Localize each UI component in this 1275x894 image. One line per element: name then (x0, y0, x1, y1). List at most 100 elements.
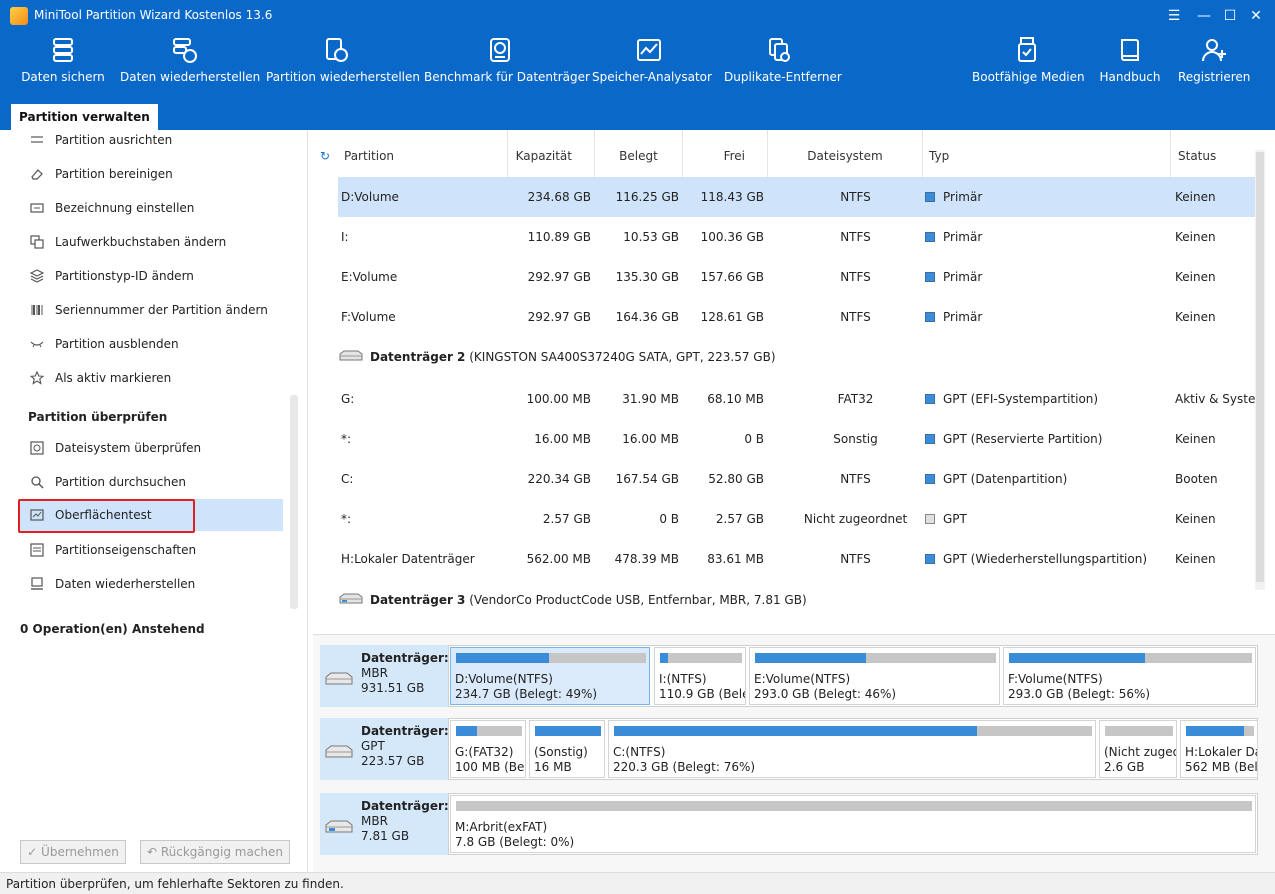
sidebar-item-partition-ausblenden[interactable]: Partition ausblenden (18, 328, 283, 360)
sidebar-item-oberflaechentest[interactable]: Oberflächentest (18, 499, 283, 533)
toolbar-benchmark-button[interactable]: Benchmark für Datenträger (424, 36, 590, 96)
partition-block[interactable]: D:Volume(NTFS) 234.7 GB (Belegt: 49%) (450, 647, 650, 705)
status-bar: Partition überprüfen, um fehlerhafte Sek… (0, 872, 1275, 894)
column-header-kapazitaet[interactable]: Kapazität (508, 130, 595, 180)
table-row[interactable]: F:Volume 292.97 GB 164.36 GB 128.61 GB NTFS P… (338, 297, 1255, 337)
sidebar-scrollbar[interactable] (290, 395, 298, 609)
type-label: GPT (Wiederherstellungspartition) (943, 552, 1148, 566)
apply-button[interactable]: ✓ Übernehmen (20, 840, 126, 864)
sidebar-item-partition-bereinigen[interactable]: Partition bereinigen (18, 158, 283, 190)
partition-size-label: 110.9 GB (Belegt (659, 687, 745, 701)
sidebar-item-partition-durchsuchen[interactable]: Partition durchsuchen (18, 466, 283, 498)
hard-disk-icon (339, 350, 363, 361)
type-label: GPT (Datenpartition) (943, 472, 1068, 486)
refresh-icon[interactable]: ↻ (320, 149, 331, 163)
table-row[interactable]: C: 220.34 GB 167.54 GB 52.80 GB NTFS GPT (Dat… (338, 459, 1255, 499)
toolbar-registrieren-button[interactable]: Registrieren (1178, 36, 1250, 96)
partition-block[interactable]: C:(NTFS) 220.3 GB (Belegt: 76%) (608, 720, 1096, 778)
disk-info-2[interactable]: Datenträger:2 GPT 223.57 GB (320, 718, 457, 780)
sidebar-item-partitionstyp-id-aendern[interactable]: Partitionstyp-ID ändern (18, 260, 283, 292)
undo-button[interactable]: ↶ Rückgängig machen (140, 840, 290, 864)
cell-fs: NTFS (840, 270, 871, 284)
partition-label: C:(NTFS) (613, 745, 666, 759)
cell-used: 478.39 MB (614, 552, 679, 566)
cell-fs: Nicht zugeordnet (803, 512, 908, 526)
sidebar-item-laufwerkbuchstaben-aendern[interactable]: Laufwerkbuchstaben ändern (18, 226, 283, 258)
disk-header-row[interactable]: Datenträger 3 (VendorCo ProductCode USB,… (338, 580, 1255, 620)
toolbar-label: Daten wiederherstellen (120, 70, 261, 84)
partition-block[interactable]: (Nicht zugeo 2.6 GB (1099, 720, 1177, 778)
sidebar-item-label: Bezeichnung einstellen (55, 201, 195, 215)
partition-block[interactable]: H:Lokaler Da 562 MB (Bele (1180, 720, 1258, 778)
table-row[interactable]: D:Volume 234.68 GB 116.25 GB 118.43 GB NTFS P… (338, 177, 1255, 217)
partition-block[interactable]: M:Arbrit(exFAT) 7.8 GB (Belegt: 0%) (450, 795, 1256, 853)
minimize-button[interactable]: — (1197, 8, 1211, 24)
usage-bar (1105, 726, 1173, 736)
toolbar-daten-wiederherstellen-button[interactable]: Daten wiederherstellen (120, 36, 260, 96)
cell-partition: D:Volume (341, 190, 399, 204)
menu-icon[interactable]: ☰ (1167, 8, 1181, 24)
column-header-partition[interactable]: ↻ Partition (318, 130, 508, 180)
toolbar-partition-wiederherstellen-button[interactable]: Partition wiederherstellen (266, 36, 420, 96)
usage-bar-fill (660, 653, 668, 663)
disk-header-row[interactable]: Datenträger 2 (KINGSTON SA400S37240G SAT… (338, 337, 1255, 377)
sidebar-item-label: Partition bereinigen (55, 167, 173, 181)
cell-free: 83.61 MB (707, 552, 764, 566)
sidebar-item-dateisystem-ueberpruefen[interactable]: Dateisystem überprüfen (18, 432, 283, 464)
tab-partition-verwalten[interactable]: Partition verwalten (11, 104, 158, 130)
partition-size-label: 562 MB (Bele (1185, 760, 1258, 774)
usage-bar (1009, 653, 1252, 663)
cell-used: 135.30 GB (615, 270, 679, 284)
disk-info-3[interactable]: Datenträger:3 MBR 7.81 GB (320, 793, 457, 855)
table-row[interactable]: E:Volume 292.97 GB 135.30 GB 157.66 GB NTFS P… (338, 257, 1255, 297)
usb-disk-icon (325, 820, 353, 833)
table-scrollbar[interactable] (1255, 150, 1265, 590)
table-row[interactable]: I: 110.89 GB 10.53 GB 100.36 GB NTFS Primär Ke… (338, 217, 1255, 257)
column-header-frei[interactable]: Frei (683, 130, 768, 180)
table-row[interactable]: *: 2.57 GB 0 B 2.57 GB Nicht zugeordnet GPT Ke… (338, 499, 1255, 539)
partition-block[interactable]: I:(NTFS)110.9 GB (Belegt (654, 647, 746, 705)
toolbar-handbuch-button[interactable]: Handbuch (1098, 36, 1162, 96)
column-header-dateisystem[interactable]: Dateisystem (768, 130, 923, 180)
sidebar-item-bezeichnung-einstellen[interactable]: Bezeichnung einstellen (18, 192, 283, 224)
usage-bar-fill (456, 653, 549, 663)
column-header-status[interactable]: Status (1178, 149, 1217, 163)
sidebar-item-partitionseigenschaften[interactable]: Partitionseigenschaften (18, 534, 283, 566)
toolbar-duplikate-entferner-button[interactable]: Duplikate-Entferner (724, 36, 842, 96)
table-scrollbar-thumb[interactable] (1256, 152, 1264, 582)
properties-icon (30, 543, 44, 557)
cell-used: 31.90 MB (622, 392, 679, 406)
disk-name: Datenträger:2 (361, 724, 458, 738)
partition-block[interactable]: G:(FAT32)100 MB (Bele (450, 720, 526, 778)
partition-size-label: 100 MB (Bele (455, 760, 525, 774)
cell-partition: *: (341, 432, 352, 446)
toolbar-daten-sichern-button[interactable]: Daten sichern (20, 36, 106, 96)
title-bar: MiniTool Partition Wizard Kostenlos 13.6… (0, 0, 1275, 32)
toolbar-label: Benchmark für Datenträger (424, 70, 590, 84)
column-header-typ[interactable]: Typ (923, 130, 1171, 180)
sidebar-item-als-aktiv-markieren[interactable]: Als aktiv markieren (18, 362, 283, 394)
table-row[interactable]: H:Lokaler Datenträger 562.00 MB 478.39 MB 8… (338, 539, 1255, 579)
partition-block[interactable]: F:Volume(NTFS) 293.0 GB (Belegt: 56%) (1003, 647, 1256, 705)
recover-data-icon (31, 577, 43, 590)
sidebar-item-daten-wiederherstellen[interactable]: Daten wiederherstellen (18, 568, 283, 600)
table-row[interactable]: G: 100.00 MB 31.90 MB 68.10 MB FAT32 GPT (EFI… (338, 379, 1260, 419)
toolbar-speicher-analysator-button[interactable]: Speicher-Analysator (592, 36, 712, 96)
data-recovery-icon (173, 38, 197, 63)
sidebar-item-partition-ausrichten[interactable]: Partition ausrichten (18, 124, 283, 156)
partition-block[interactable]: E:Volume(NTFS) 293.0 GB (Belegt: 46%) (749, 647, 1000, 705)
table-row[interactable]: *: 16.00 MB 16.00 MB 0 B Sonstig GPT (Reservi… (338, 419, 1255, 459)
toolbar-label: Duplikate-Entferner (724, 70, 842, 84)
cell-used: 167.54 GB (615, 472, 679, 486)
disk-info-1[interactable]: Datenträger:1 MBR 931.51 GB (320, 645, 457, 707)
column-header-belegt[interactable]: Belegt (595, 130, 683, 180)
toolbar-bootfaehige-medien-button[interactable]: Bootfähige Medien (972, 36, 1085, 96)
close-button[interactable]: ✕ (1250, 8, 1262, 24)
sidebar-item-seriennummer-aendern[interactable]: Seriennummer der Partition ändern (18, 294, 283, 326)
cell-free: 128.61 GB (700, 310, 764, 324)
layers-icon (30, 269, 44, 283)
maximize-button[interactable]: ☐ (1223, 8, 1237, 24)
app-logo-icon (10, 7, 28, 25)
partition-block[interactable]: (Sonstig) 16 MB (529, 720, 605, 778)
usage-bar-fill (755, 653, 866, 663)
